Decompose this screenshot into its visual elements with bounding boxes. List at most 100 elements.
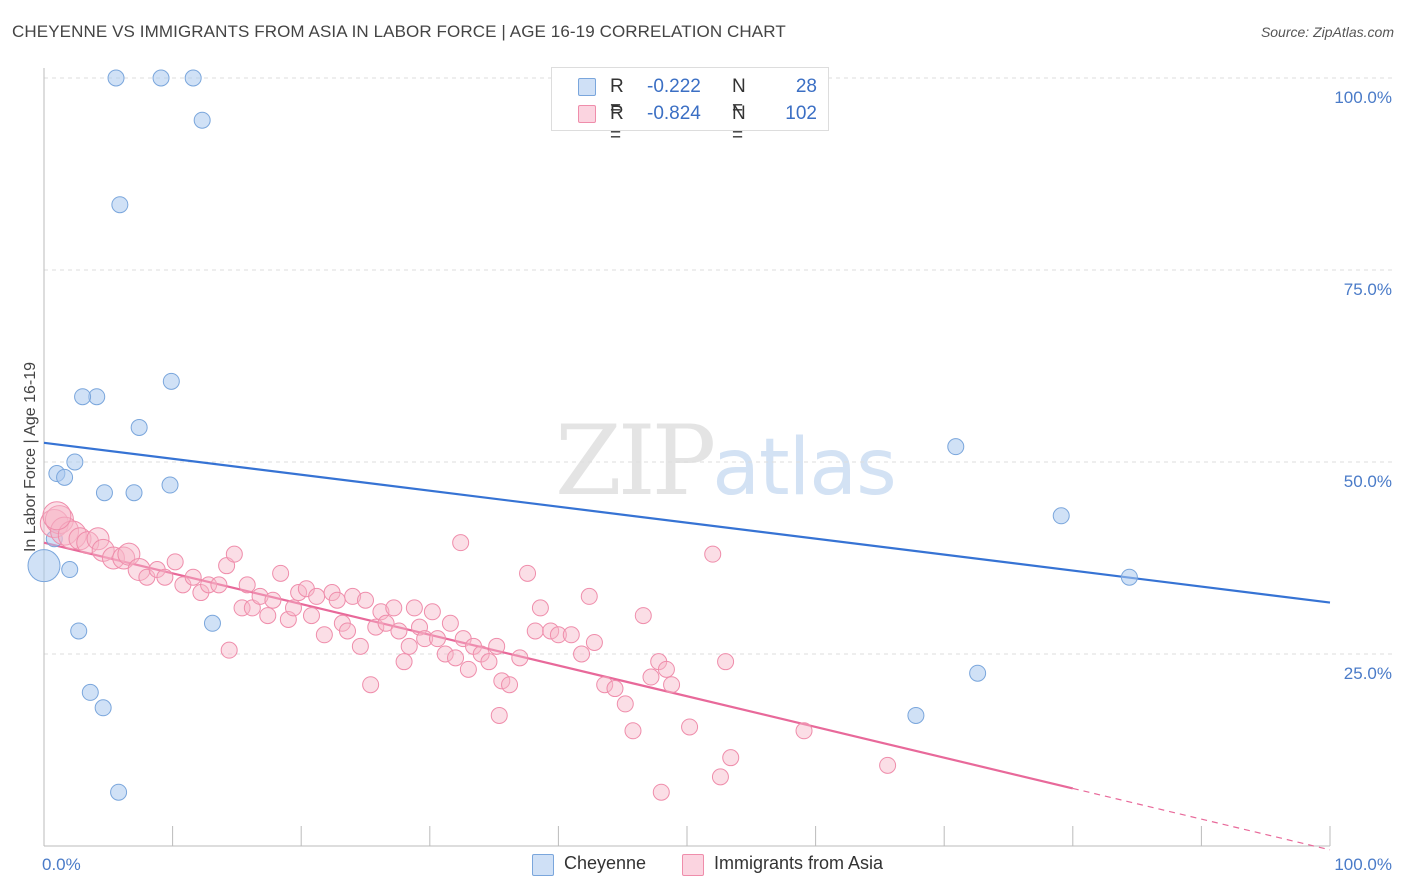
immigrants-asia-point [225,545,243,563]
immigrants-asia-point [344,587,362,605]
immigrants-asia-point [447,649,465,667]
immigrants-asia-point [573,645,591,663]
immigrants-asia-point [264,591,282,609]
immigrants-asia-point [616,695,634,713]
immigrants-asia-point [338,622,356,640]
data-points [27,69,1138,801]
cheyenne-point [161,476,179,494]
trend-lines [43,441,1331,851]
immigrants-asia-point [585,633,603,651]
legend-r-value: -0.824 [647,103,701,124]
bottom-legend-swatch-immigrants-asia [682,854,704,876]
immigrants-asia-point [634,607,652,625]
immigrants-asia-point [220,641,238,659]
immigrants-asia-point [717,653,735,671]
immigrants-asia-point [86,527,110,551]
immigrants-asia-trend-extension [1072,787,1331,851]
cheyenne-point [27,549,61,583]
y-tick-label: 100.0% [1334,88,1392,107]
cheyenne-point [111,196,129,214]
bottom-legend-label-immigrants-asia: Immigrants from Asia [714,853,884,873]
cheyenne-point [184,69,202,87]
immigrants-asia-point [501,676,519,694]
immigrants-asia-point [101,546,125,570]
immigrants-asia-point [290,584,308,602]
immigrants-asia-point [284,599,302,617]
correlation-legend: R = -0.222 N = 28 R = -0.824 N = 102 [551,67,829,146]
watermark-atlas: atlas [712,423,896,513]
legend-r-value: -0.222 [647,76,701,97]
cheyenne-point [162,372,180,390]
immigrants-asia-point [357,591,374,609]
immigrants-asia-point [436,645,454,663]
y-tick-label: 75.0% [1344,280,1392,299]
cheyenne-point [152,69,170,87]
cheyenne-point [74,388,92,406]
immigrants-asia-point [549,626,567,644]
axis-labels: 25.0% 50.0% 75.0% 100.0% 0.0% 100.0% In Labor … [22,88,1392,874]
immigrants-asia-point [795,722,813,740]
y-tick-label: 25.0% [1344,664,1392,683]
immigrants-asia-point [351,637,369,655]
cheyenne-point [947,438,965,456]
cheyenne-point [56,468,74,486]
immigrants-asia-point [681,718,699,736]
cheyenne-point [107,69,125,87]
immigrants-asia-point [519,564,537,582]
immigrants-asia-point [251,587,269,605]
legend-n-label: N = [732,103,746,146]
bottom-legend-swatch-cheyenne [532,854,554,876]
zipatlas-watermark: ZIPatlas [555,405,897,517]
immigrants-asia-point [200,576,218,594]
cheyenne-point [907,706,925,724]
immigrants-asia-point [531,599,549,617]
immigrants-asia-point [405,599,423,617]
immigrants-asia-point [362,676,380,694]
immigrants-asia-trend-line [43,541,1074,790]
x-tick-label-max: 100.0% [1334,855,1392,874]
immigrants-asia-point [259,607,277,625]
grid-lines [44,77,1392,655]
cheyenne-point [70,622,88,640]
legend-n-value: 28 [795,76,817,97]
immigrants-asia-point [490,706,508,724]
immigrants-asia-point [390,622,408,640]
immigrants-asia-point [480,653,498,671]
legend-n-label: N = [732,76,746,119]
immigrants-asia-point [526,622,544,640]
immigrants-asia-point [879,756,897,774]
immigrants-asia-point [395,653,413,671]
immigrants-asia-point [542,622,560,640]
immigrants-asia-point [511,649,529,667]
immigrants-asia-point [596,676,614,694]
immigrants-asia-point [42,501,72,531]
watermark-zip: ZIP [555,405,716,517]
cheyenne-point [125,484,143,502]
cheyenne-point [61,561,79,579]
immigrants-asia-point [328,591,346,609]
immigrants-asia-point [642,668,660,686]
immigrants-asia-point [663,676,681,694]
cheyenne-point [193,111,211,129]
immigrants-asia-point [302,607,320,625]
immigrants-asia-point [493,672,511,690]
immigrants-asia-point [272,564,290,582]
legend-swatch-immigrants-asia [578,105,596,123]
cheyenne-point [88,388,106,406]
cheyenne-point [95,484,113,502]
immigrants-asia-point [367,618,385,636]
cheyenne-point [1120,568,1138,586]
immigrants-asia-point [704,545,722,563]
immigrants-asia-point [652,783,670,801]
immigrants-asia-point [488,637,506,655]
immigrants-asia-point [210,576,228,594]
immigrants-asia-point [166,553,184,571]
cheyenne-point [94,699,112,717]
immigrants-asia-point [562,626,580,644]
immigrants-asia-point [238,576,256,594]
cheyenne-point [203,614,221,632]
immigrants-asia-point [233,599,251,617]
x-tick-label-min: 0.0% [42,855,81,874]
y-axis-label: In Labor Force | Age 16-19 [22,362,39,552]
